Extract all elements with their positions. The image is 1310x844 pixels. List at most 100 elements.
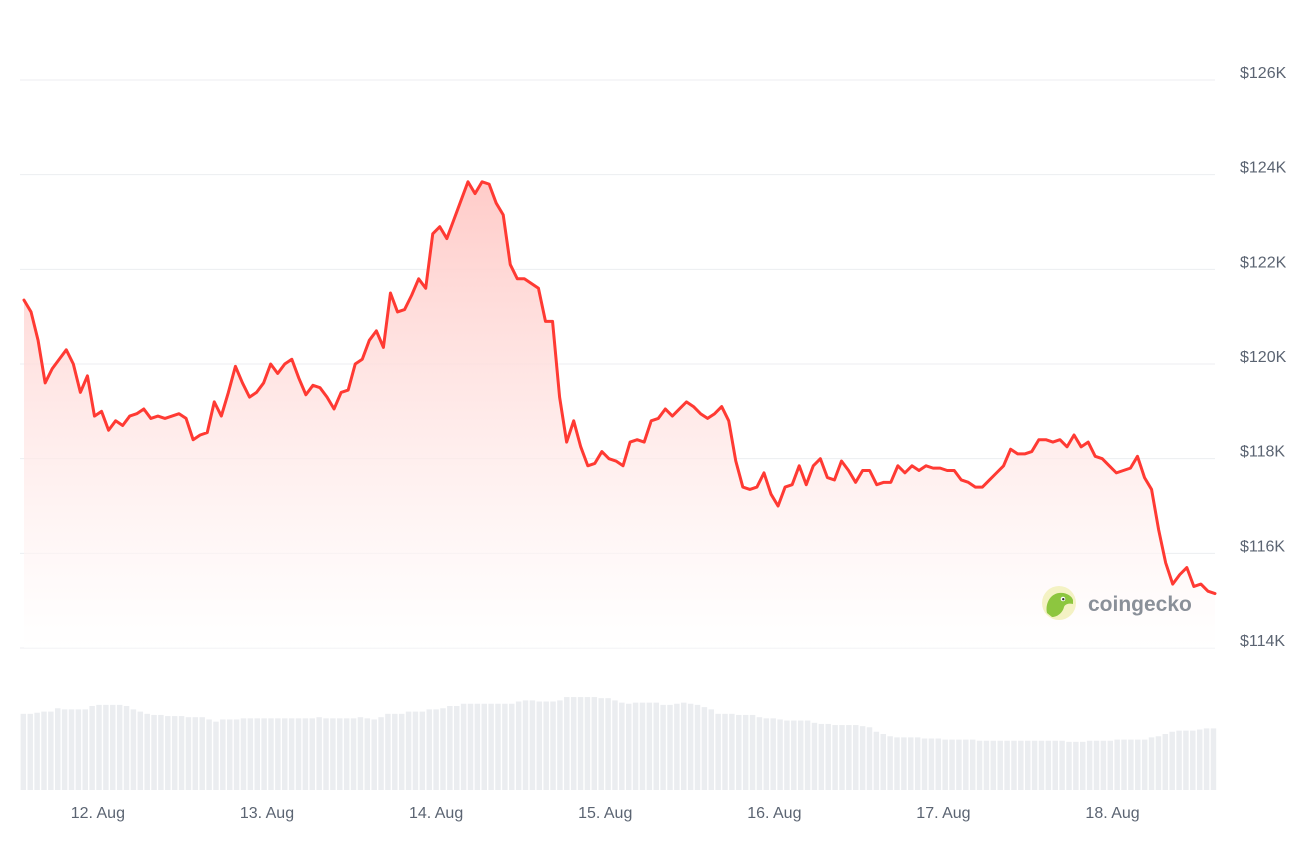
volume-bar <box>412 711 419 790</box>
volume-bar <box>667 704 673 790</box>
coingecko-watermark: coingecko <box>1042 586 1192 620</box>
volume-bar <box>55 708 61 790</box>
x-axis: 12. Aug 13. Aug 14. Aug 15. Aug 16. Aug 17. A… <box>71 805 1140 822</box>
volume-bar <box>632 702 639 790</box>
volume-bar <box>564 697 570 790</box>
volume-bar <box>619 702 625 790</box>
volume-bar <box>199 717 205 790</box>
volume-bar <box>433 709 439 790</box>
x-tick-label: 12. Aug <box>71 805 125 822</box>
volume-bar <box>96 704 102 790</box>
volume-bar <box>1031 740 1038 790</box>
volume-bar <box>963 739 969 790</box>
volume-bar <box>784 720 790 790</box>
volume-bar <box>866 727 873 790</box>
volume-bar <box>20 713 27 790</box>
volume-bar <box>1190 730 1196 790</box>
volume-bar <box>825 723 831 790</box>
y-tick-label: $116K <box>1240 538 1285 555</box>
volume-bar <box>584 697 591 790</box>
volume-bar <box>1135 739 1141 790</box>
volume-bar <box>1148 737 1155 790</box>
volume-bar <box>481 703 487 790</box>
volume-bar <box>742 714 749 790</box>
x-tick-label: 13. Aug <box>240 805 294 822</box>
volume-bar <box>873 731 880 790</box>
volume-bar <box>110 704 116 790</box>
volume-bar <box>969 739 976 790</box>
volume-bar <box>887 736 893 790</box>
volume-bar <box>1086 740 1093 790</box>
volume-bar <box>756 717 763 790</box>
volume-bar <box>901 737 907 790</box>
volume-bar <box>192 717 199 790</box>
volume-bar <box>1141 739 1148 790</box>
volume-bar <box>68 709 75 790</box>
volume-bar <box>908 737 914 790</box>
volume-bar <box>681 702 687 790</box>
volume-bar <box>646 702 653 790</box>
volume-bar <box>1066 741 1072 790</box>
volume-bar <box>1045 740 1052 790</box>
volume-bar <box>488 703 494 790</box>
volume-bar <box>364 718 371 790</box>
volume-bar <box>674 703 680 790</box>
price-line <box>22 180 1217 596</box>
volume-bar <box>1107 740 1114 790</box>
volume-bar <box>1073 741 1079 790</box>
volume-bar <box>151 714 157 790</box>
volume-bar <box>1080 741 1086 790</box>
volume-bar <box>302 718 309 790</box>
watermark-text: coingecko <box>1088 593 1192 616</box>
volume-bar <box>426 709 432 790</box>
volume-bar <box>1059 740 1065 790</box>
volume-bar <box>1018 740 1024 790</box>
volume-bar <box>1203 728 1210 790</box>
volume-bar <box>282 718 288 790</box>
volume-bar <box>447 706 453 790</box>
volume-bar <box>185 717 192 790</box>
volume-bar <box>502 703 508 790</box>
volume-bar <box>254 718 260 790</box>
volume-bar <box>976 740 983 790</box>
volume-bar <box>75 709 82 790</box>
volume-bar <box>268 718 274 790</box>
volume-bar <box>536 701 543 790</box>
volume-bar <box>495 703 501 790</box>
volume-bar <box>123 706 130 790</box>
volume-bar <box>736 714 742 790</box>
volume-bar <box>660 704 666 790</box>
volume-bar <box>178 716 185 790</box>
volume-bar <box>89 706 95 790</box>
volume-bar <box>509 703 515 790</box>
volume-bar <box>653 702 659 790</box>
volume-bar <box>591 697 598 790</box>
y-axis: $126K $124K $122K $120K $118K $116K $114K <box>1240 65 1287 650</box>
volume-bar <box>1114 739 1120 790</box>
volume-bar <box>529 700 536 790</box>
volume-bar <box>1210 728 1217 790</box>
volume-bar <box>220 719 226 790</box>
volume-bar <box>749 714 756 790</box>
volume-bar <box>990 740 997 790</box>
gecko-head-shape <box>1046 592 1073 617</box>
volume-bar <box>1176 730 1182 790</box>
volume-bar <box>522 700 529 790</box>
volume-bar <box>605 698 611 790</box>
volume-bar <box>859 726 866 790</box>
volume-bar <box>797 720 804 790</box>
volume-bar <box>27 713 33 790</box>
volume-bar <box>405 711 412 790</box>
volume-bar <box>1052 740 1058 790</box>
volume-bar <box>213 721 219 790</box>
volume-bar <box>763 718 770 790</box>
volume-bar <box>818 723 825 790</box>
y-tick-label: $126K <box>1240 65 1287 82</box>
volume-bar <box>226 719 233 790</box>
volume-bar <box>48 711 54 790</box>
volume-bar <box>543 701 549 790</box>
volume-bar <box>729 713 735 790</box>
volume-bar <box>1100 740 1107 790</box>
volume-bar <box>687 703 694 790</box>
